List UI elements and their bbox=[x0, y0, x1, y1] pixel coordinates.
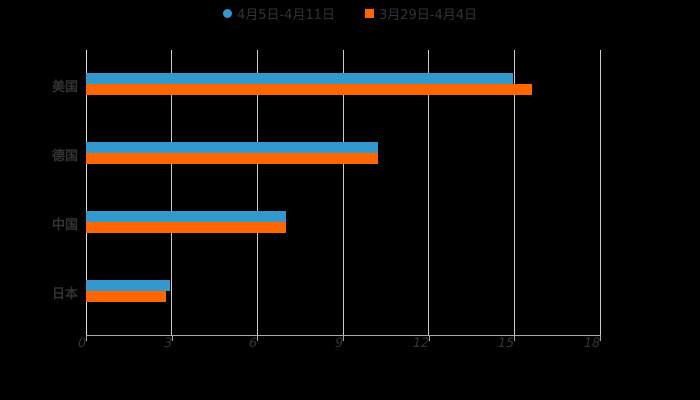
x-tick-label: 12 bbox=[410, 336, 431, 351]
x-tick-label: 18 bbox=[581, 336, 602, 351]
gridline bbox=[256, 50, 258, 335]
bar-series-2[interactable] bbox=[86, 153, 379, 164]
legend-item-series-1[interactable]: 4月5日-4月11日 bbox=[222, 4, 335, 23]
x-tick bbox=[257, 335, 259, 341]
x-tick-label: 0 bbox=[76, 336, 88, 351]
x-tick bbox=[171, 335, 173, 341]
category-label: 中国 bbox=[51, 218, 78, 233]
gridline bbox=[171, 50, 173, 335]
bar-series-2[interactable] bbox=[86, 222, 286, 233]
bar-series-1[interactable] bbox=[86, 211, 286, 222]
bar-series-2[interactable] bbox=[86, 84, 533, 95]
bar-series-1[interactable] bbox=[86, 142, 379, 153]
legend-circle-icon bbox=[222, 9, 232, 18]
category-label: 美国 bbox=[51, 80, 78, 95]
bar-series-1[interactable] bbox=[86, 280, 171, 291]
x-tick-label: 9 bbox=[333, 336, 345, 351]
legend-item-series-2[interactable]: 3月29日-4月4日 bbox=[365, 4, 477, 23]
legend: 4月5日-4月11日 3月29日-4月4日 bbox=[0, 4, 700, 23]
bar-series-1[interactable] bbox=[86, 73, 513, 84]
x-tick bbox=[514, 335, 516, 341]
gridline bbox=[342, 50, 344, 335]
category-label: 德国 bbox=[51, 149, 78, 164]
bar-series-2[interactable] bbox=[86, 291, 167, 302]
x-tick bbox=[86, 335, 87, 341]
legend-square-icon bbox=[365, 9, 374, 18]
gridline bbox=[513, 50, 515, 335]
legend-label: 4月5日-4月11日 bbox=[236, 8, 335, 23]
plot-area bbox=[85, 50, 601, 335]
category-label: 日本 bbox=[51, 287, 78, 302]
gridline bbox=[428, 50, 430, 335]
y-axis-line bbox=[85, 50, 87, 335]
x-tick-label: 3 bbox=[161, 336, 174, 351]
x-tick-label: 15 bbox=[496, 336, 516, 351]
x-tick bbox=[428, 335, 430, 341]
legend-label: 3月29日-4月4日 bbox=[379, 8, 478, 23]
x-tick bbox=[343, 335, 344, 341]
x-tick-label: 6 bbox=[247, 336, 259, 351]
gridline bbox=[599, 50, 601, 335]
x-tick bbox=[600, 335, 601, 341]
